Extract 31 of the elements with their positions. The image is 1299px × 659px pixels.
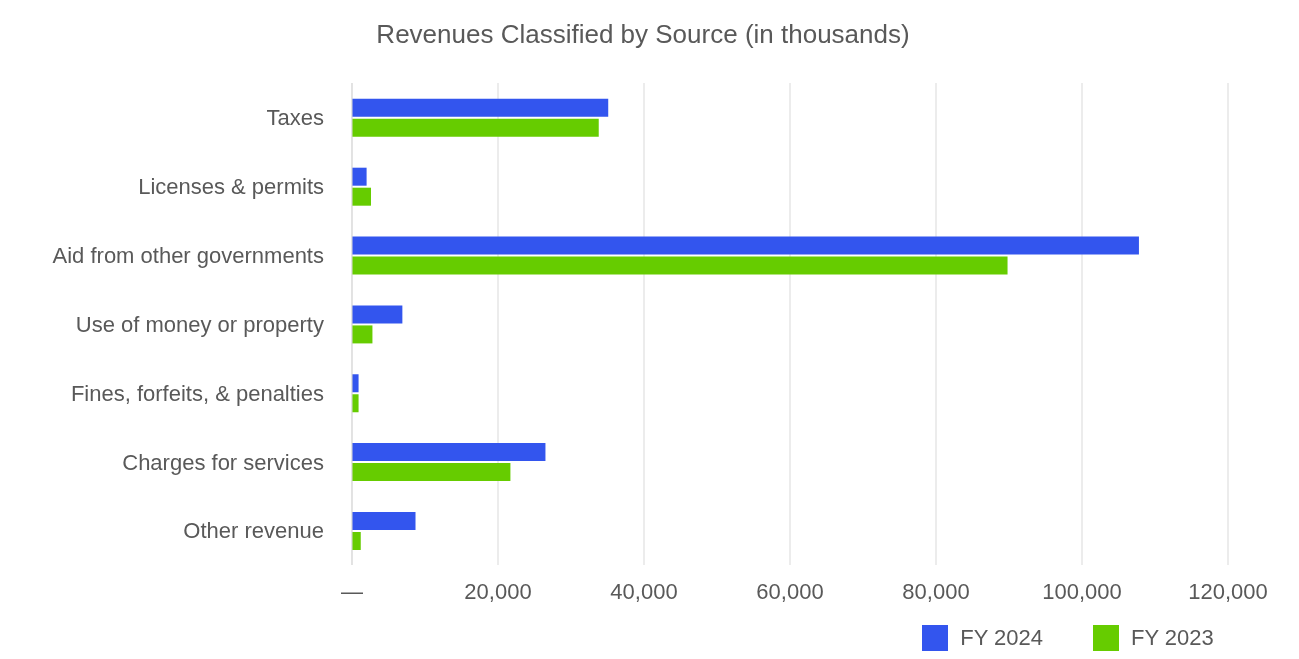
bar <box>352 394 359 413</box>
bar <box>352 463 511 482</box>
y-tick-label: Charges for services <box>122 449 324 475</box>
x-tick-label: 100,000 <box>1042 578 1122 604</box>
bar <box>352 167 367 186</box>
bar <box>352 118 599 137</box>
x-tick-label: 60,000 <box>756 578 824 604</box>
bar <box>352 187 371 206</box>
bar <box>352 511 416 530</box>
y-tick-label: Other revenue <box>183 518 324 544</box>
chart-title: Revenues Classified by Source (in thousands) <box>375 18 911 51</box>
bar <box>352 236 1139 255</box>
y-tick-label: Use of money or property <box>75 311 324 337</box>
bar <box>352 305 403 324</box>
x-tick-label: 80,000 <box>902 578 970 604</box>
y-tick-label: Licenses & permits <box>138 174 324 200</box>
x-tick-label: — <box>341 578 363 604</box>
bar <box>352 256 1008 275</box>
x-tick-label: 20,000 <box>464 578 532 604</box>
legend-label: FY 2023 <box>1130 625 1214 651</box>
x-tick-label: 40,000 <box>610 578 678 604</box>
bar <box>352 325 373 344</box>
bar <box>352 531 361 550</box>
x-tick-label: 120,000 <box>1188 578 1268 604</box>
legend-label: FY 2024 <box>959 625 1043 651</box>
y-tick-label: Fines, forfeits, & penalties <box>70 380 324 406</box>
bar <box>352 443 546 462</box>
y-tick-label: Taxes <box>266 105 324 131</box>
bar <box>352 98 609 117</box>
bar <box>352 374 359 393</box>
y-tick-label: Aid from other governments <box>52 242 324 268</box>
